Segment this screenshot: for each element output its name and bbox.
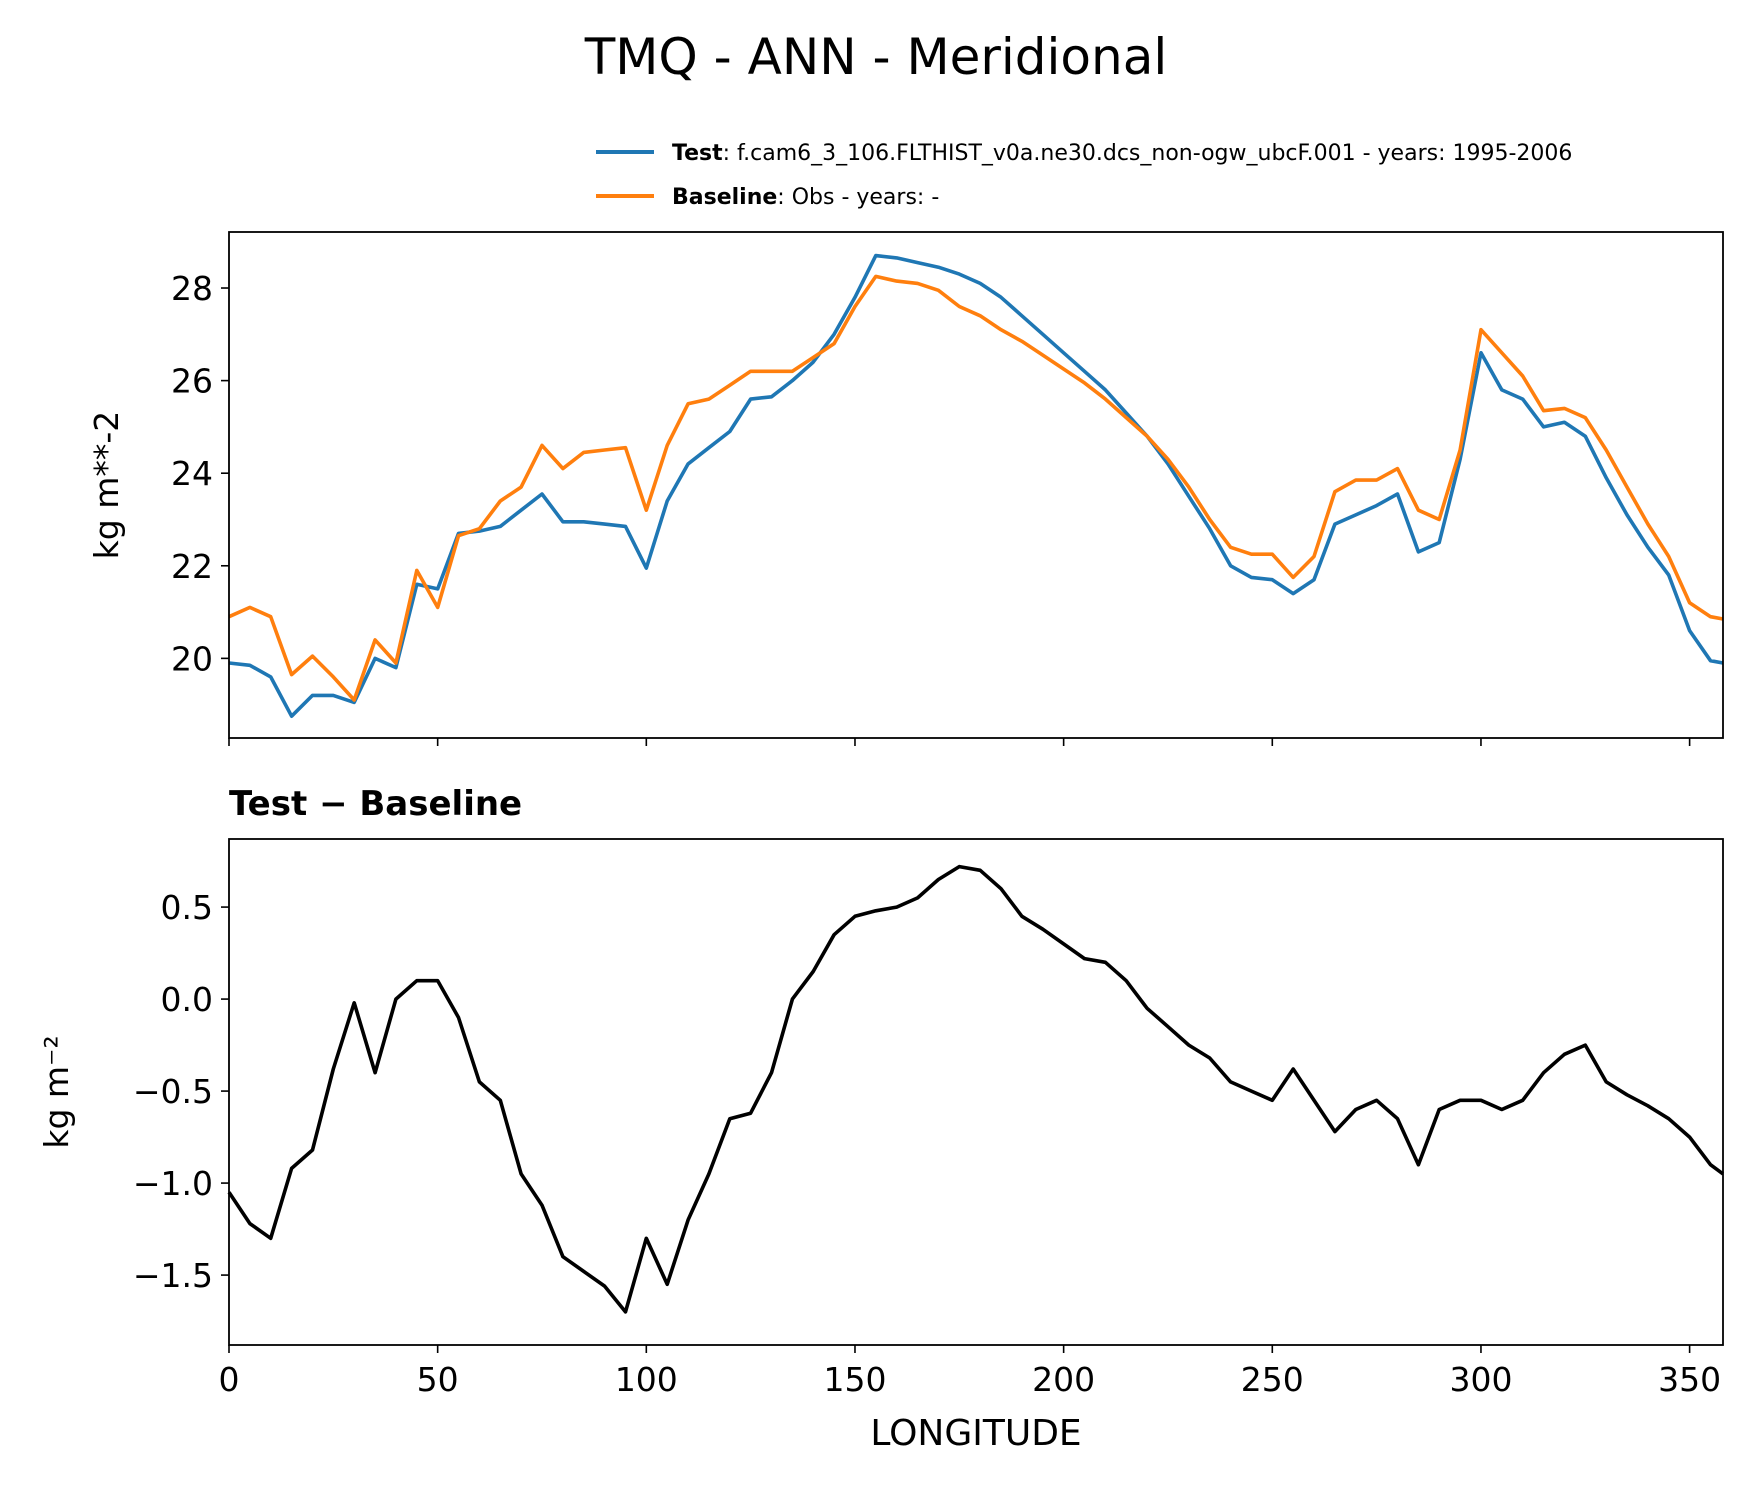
x-tick-label: 200 <box>1032 1360 1095 1399</box>
x-tick-label: 150 <box>823 1360 886 1399</box>
plot-frame <box>228 838 1724 1346</box>
series-line <box>227 864 1725 1314</box>
y-tick-label: 28 <box>171 269 213 308</box>
series-line <box>228 253 1724 718</box>
legend-label: Baseline: Obs - years: - <box>672 185 939 210</box>
x-tick-label: 100 <box>615 1360 678 1399</box>
y-tick-label: 0.5 <box>161 888 213 927</box>
y-tick-label: −1.5 <box>133 1256 213 1295</box>
x-tick-label: 300 <box>1449 1360 1512 1399</box>
subplot-title: Test − Baseline <box>229 784 522 824</box>
x-tick-label: 0 <box>219 1360 240 1399</box>
y-axis-label: kg m**-2 <box>87 411 126 560</box>
y-tick-label: 22 <box>171 547 213 586</box>
y-tick-label: −0.5 <box>133 1072 213 1111</box>
legend-description: : f.cam6_3_106.FLTHIST_v0a.ne30.dcs_non-… <box>723 141 1573 166</box>
plot-frame <box>228 231 1724 739</box>
y-tick-label: 0.0 <box>161 980 213 1019</box>
legend-label: Test: f.cam6_3_106.FLTHIST_v0a.ne30.dcs_… <box>672 141 1572 166</box>
y-axis-label: kg m⁻² <box>37 1035 76 1148</box>
legend-description: : Obs - years: - <box>777 185 939 210</box>
y-tick-label: 26 <box>171 362 213 401</box>
figure-title: TMQ - ANN - Meridional <box>584 28 1168 86</box>
x-tick-label: 350 <box>1658 1360 1721 1399</box>
y-tick-label: 20 <box>171 639 213 678</box>
x-tick-label: 50 <box>417 1360 459 1399</box>
x-axis-label: LONGITUDE <box>870 1413 1081 1454</box>
legend-name: Test <box>672 141 723 166</box>
y-tick-label: −1.0 <box>133 1164 213 1203</box>
y-tick-label: 24 <box>171 454 213 493</box>
x-tick-label: 250 <box>1241 1360 1304 1399</box>
series-line <box>228 274 1724 702</box>
legend-name: Baseline <box>672 185 777 210</box>
